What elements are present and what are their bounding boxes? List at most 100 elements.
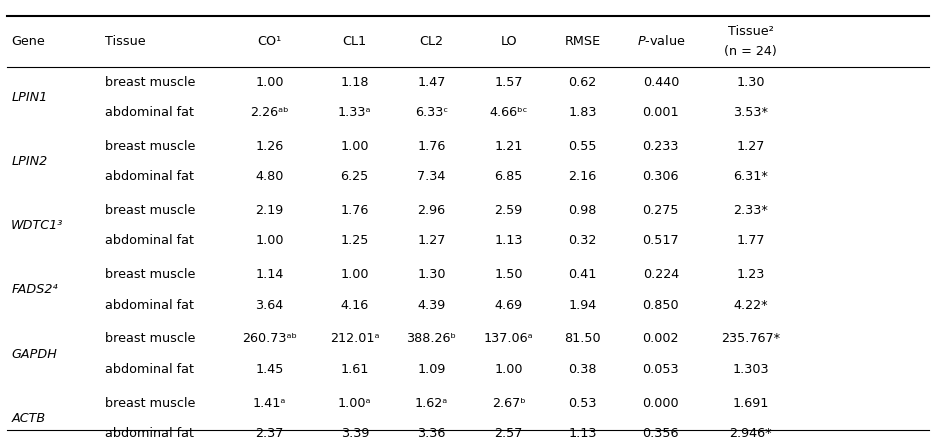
Text: 0.41: 0.41 xyxy=(568,268,597,281)
Text: LPIN1: LPIN1 xyxy=(11,91,48,104)
Text: 3.39: 3.39 xyxy=(341,427,369,440)
Text: 2.33*: 2.33* xyxy=(733,204,768,217)
Text: 1.303: 1.303 xyxy=(732,363,769,376)
Text: abdominal fat: abdominal fat xyxy=(105,427,194,440)
Text: 81.50: 81.50 xyxy=(564,332,601,346)
Text: 3.53*: 3.53* xyxy=(733,106,768,119)
Text: 0.275: 0.275 xyxy=(643,204,679,217)
Text: 1.45: 1.45 xyxy=(256,363,284,376)
Text: 0.233: 0.233 xyxy=(643,140,679,153)
Text: abdominal fat: abdominal fat xyxy=(105,363,194,376)
Text: FADS2⁴: FADS2⁴ xyxy=(11,283,58,297)
Text: CL2: CL2 xyxy=(419,35,444,48)
Text: 4.80: 4.80 xyxy=(256,170,284,183)
Text: 6.31*: 6.31* xyxy=(733,170,768,183)
Text: ACTB: ACTB xyxy=(11,412,45,425)
Text: abdominal fat: abdominal fat xyxy=(105,170,194,183)
Text: breast muscle: breast muscle xyxy=(105,140,196,153)
Text: 260.73ᵃᵇ: 260.73ᵃᵇ xyxy=(242,332,297,346)
Text: 2.59: 2.59 xyxy=(494,204,523,217)
Text: 4.16: 4.16 xyxy=(341,298,369,312)
Text: Tissue: Tissue xyxy=(105,35,145,48)
Text: 0.356: 0.356 xyxy=(643,427,679,440)
Text: CO¹: CO¹ xyxy=(257,35,282,48)
Text: 1.27: 1.27 xyxy=(737,140,765,153)
Text: 0.38: 0.38 xyxy=(568,363,597,376)
Text: breast muscle: breast muscle xyxy=(105,332,196,346)
Text: 1.00: 1.00 xyxy=(256,75,284,89)
Text: breast muscle: breast muscle xyxy=(105,75,196,89)
Text: 1.13: 1.13 xyxy=(494,234,523,248)
Text: abdominal fat: abdominal fat xyxy=(105,234,194,248)
Text: 2.57: 2.57 xyxy=(494,427,523,440)
Text: 2.16: 2.16 xyxy=(568,170,597,183)
Text: 1.61: 1.61 xyxy=(341,363,369,376)
Text: 1.00ᵃ: 1.00ᵃ xyxy=(338,396,372,410)
Text: 1.13: 1.13 xyxy=(568,427,597,440)
Text: abdominal fat: abdominal fat xyxy=(105,298,194,312)
Text: 4.69: 4.69 xyxy=(494,298,523,312)
Text: 1.26: 1.26 xyxy=(256,140,284,153)
Text: 1.50: 1.50 xyxy=(494,268,523,281)
Text: 0.440: 0.440 xyxy=(643,75,679,89)
Text: 1.77: 1.77 xyxy=(737,234,765,248)
Text: 0.517: 0.517 xyxy=(642,234,680,248)
Text: 0.55: 0.55 xyxy=(568,140,597,153)
Text: 0.000: 0.000 xyxy=(642,396,680,410)
Text: 1.00: 1.00 xyxy=(256,234,284,248)
Text: 2.96: 2.96 xyxy=(417,204,446,217)
Text: 0.306: 0.306 xyxy=(643,170,679,183)
Text: 1.62ᵃ: 1.62ᵃ xyxy=(415,396,448,410)
Text: 1.76: 1.76 xyxy=(417,140,446,153)
Text: 0.62: 0.62 xyxy=(568,75,597,89)
Text: 137.06ᵃ: 137.06ᵃ xyxy=(484,332,534,346)
Text: 1.14: 1.14 xyxy=(256,268,284,281)
Text: 2.19: 2.19 xyxy=(256,204,284,217)
Text: 1.41ᵃ: 1.41ᵃ xyxy=(253,396,286,410)
Text: 1.47: 1.47 xyxy=(417,75,446,89)
Text: 2.37: 2.37 xyxy=(256,427,284,440)
Text: 1.00: 1.00 xyxy=(341,140,369,153)
Text: 1.30: 1.30 xyxy=(737,75,765,89)
Text: 1.00: 1.00 xyxy=(494,363,523,376)
Text: CL1: CL1 xyxy=(343,35,367,48)
Text: 4.39: 4.39 xyxy=(417,298,446,312)
Text: 0.32: 0.32 xyxy=(568,234,597,248)
Text: LO: LO xyxy=(501,35,517,48)
Text: 0.850: 0.850 xyxy=(642,298,680,312)
Text: 1.76: 1.76 xyxy=(341,204,369,217)
Text: 1.25: 1.25 xyxy=(341,234,369,248)
Text: Gene: Gene xyxy=(11,35,45,48)
Text: 0.53: 0.53 xyxy=(568,396,597,410)
Text: 6.85: 6.85 xyxy=(494,170,523,183)
Text: RMSE: RMSE xyxy=(564,35,601,48)
Text: 3.64: 3.64 xyxy=(256,298,284,312)
Text: 1.691: 1.691 xyxy=(733,396,768,410)
Text: 212.01ᵃ: 212.01ᵃ xyxy=(330,332,379,346)
Text: 1.09: 1.09 xyxy=(417,363,446,376)
Text: Tissue²: Tissue² xyxy=(727,25,774,38)
Text: 6.25: 6.25 xyxy=(341,170,369,183)
Text: 4.66ᵇᶜ: 4.66ᵇᶜ xyxy=(490,106,528,119)
Text: 388.26ᵇ: 388.26ᵇ xyxy=(406,332,457,346)
Text: (n = 24): (n = 24) xyxy=(724,45,777,58)
Text: abdominal fat: abdominal fat xyxy=(105,106,194,119)
Text: 2.946*: 2.946* xyxy=(729,427,772,440)
Text: breast muscle: breast muscle xyxy=(105,204,196,217)
Text: 1.27: 1.27 xyxy=(417,234,446,248)
Text: 0.98: 0.98 xyxy=(568,204,597,217)
Text: 1.00: 1.00 xyxy=(341,268,369,281)
Text: 1.21: 1.21 xyxy=(494,140,523,153)
Text: 7.34: 7.34 xyxy=(417,170,446,183)
Text: 0.053: 0.053 xyxy=(642,363,680,376)
Text: $\it{P}$-value: $\it{P}$-value xyxy=(636,34,685,48)
Text: 0.224: 0.224 xyxy=(643,268,679,281)
Text: 1.83: 1.83 xyxy=(568,106,597,119)
Text: 6.33ᶜ: 6.33ᶜ xyxy=(415,106,448,119)
Text: 235.767*: 235.767* xyxy=(721,332,781,346)
Text: 1.57: 1.57 xyxy=(494,75,523,89)
Text: 1.30: 1.30 xyxy=(417,268,446,281)
Text: WDTC1³: WDTC1³ xyxy=(11,219,64,232)
Text: 0.001: 0.001 xyxy=(642,106,680,119)
Text: 3.36: 3.36 xyxy=(417,427,446,440)
